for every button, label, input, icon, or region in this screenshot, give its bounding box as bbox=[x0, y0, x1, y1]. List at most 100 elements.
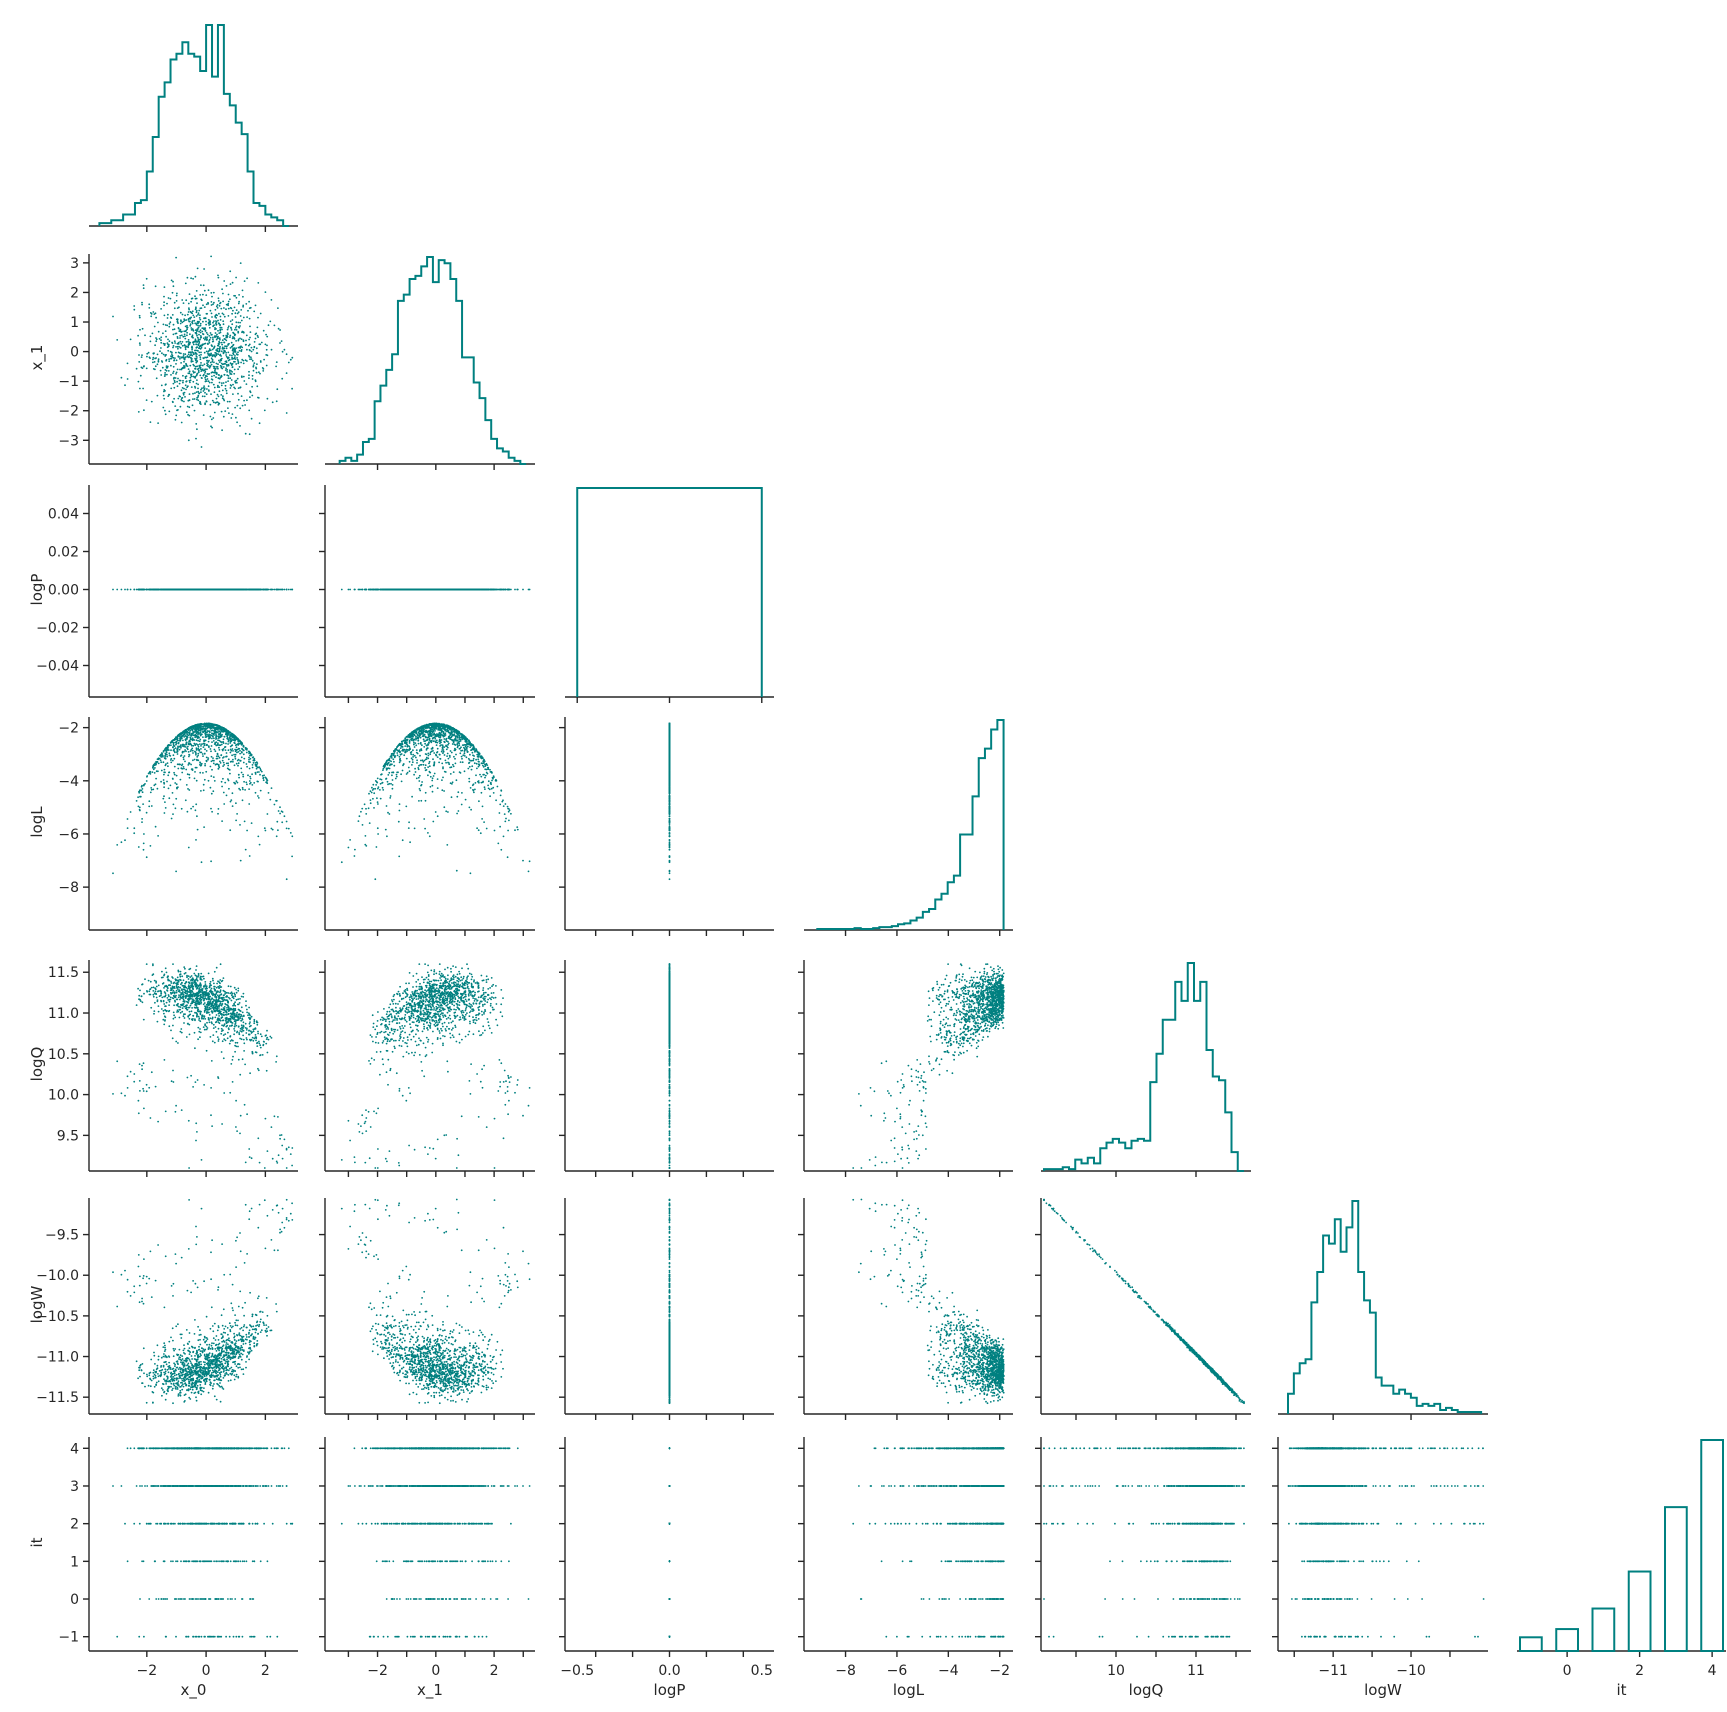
scatter-point bbox=[204, 402, 207, 405]
scatter-point bbox=[190, 346, 193, 349]
scatter-point bbox=[457, 588, 459, 591]
scatter-point bbox=[248, 588, 251, 591]
scatter-point bbox=[242, 375, 245, 378]
scatter-point bbox=[220, 780, 223, 783]
scatter-point bbox=[227, 351, 230, 354]
scatter-point bbox=[181, 344, 184, 347]
scatter-point bbox=[175, 359, 178, 362]
scatter-point bbox=[246, 360, 248, 362]
scatter-point bbox=[232, 309, 234, 312]
scatter-point bbox=[137, 588, 140, 591]
scatter-point bbox=[203, 328, 206, 330]
scatter-point bbox=[200, 284, 202, 286]
scatter-point bbox=[202, 293, 204, 296]
scatter-point bbox=[273, 588, 276, 591]
scatter-point bbox=[234, 380, 237, 383]
scatter-point bbox=[221, 389, 224, 392]
scatter-point bbox=[154, 285, 157, 288]
scatter-point bbox=[231, 413, 234, 415]
scatter-point bbox=[217, 367, 219, 370]
scatter-point bbox=[220, 394, 223, 396]
scatter-point bbox=[175, 414, 178, 417]
scatter-point bbox=[164, 355, 167, 357]
scatter-point bbox=[160, 308, 163, 310]
scatter-point bbox=[156, 363, 159, 366]
scatter-point bbox=[263, 409, 266, 412]
scatter-point bbox=[175, 300, 178, 302]
scatter-point bbox=[389, 588, 392, 591]
scatter-point bbox=[191, 334, 194, 337]
scatter-point bbox=[202, 789, 205, 792]
scatter-point bbox=[393, 588, 395, 591]
scatter-point bbox=[167, 349, 170, 352]
scatter-point bbox=[248, 374, 250, 377]
scatter-point bbox=[234, 387, 237, 390]
scatter-point bbox=[195, 306, 197, 309]
scatter-point bbox=[163, 314, 166, 317]
scatter-point bbox=[142, 284, 145, 286]
scatter-point bbox=[129, 338, 132, 341]
scatter-point bbox=[206, 368, 208, 371]
scatter-point bbox=[172, 285, 175, 288]
scatter-point bbox=[188, 399, 191, 402]
scatter-point bbox=[120, 376, 123, 379]
scatter-point bbox=[194, 329, 197, 331]
scatter-point bbox=[206, 356, 209, 359]
scatter-point bbox=[238, 294, 241, 296]
scatter-point bbox=[227, 364, 230, 367]
scatter-point bbox=[249, 757, 252, 760]
scatter-point bbox=[172, 746, 174, 748]
scatter-point bbox=[238, 349, 241, 352]
scatter-point bbox=[196, 356, 198, 358]
scatter-point bbox=[206, 362, 208, 365]
scatter-point bbox=[171, 351, 173, 354]
scatter-point bbox=[142, 588, 145, 591]
scatter-point bbox=[202, 755, 204, 757]
panel-x_1-vs-x_1 bbox=[325, 256, 535, 470]
scatter-point bbox=[382, 588, 385, 591]
scatter-point bbox=[249, 336, 251, 339]
scatter-point bbox=[145, 277, 148, 280]
scatter-point bbox=[166, 365, 169, 368]
scatter-point bbox=[156, 353, 159, 356]
scatter-point bbox=[148, 800, 151, 803]
scatter-point bbox=[185, 588, 188, 591]
scatter-point bbox=[237, 751, 240, 753]
scatter-point bbox=[217, 300, 220, 302]
scatter-point bbox=[227, 407, 229, 409]
scatter-point bbox=[236, 813, 239, 815]
scatter-point bbox=[218, 350, 221, 353]
scatter-point bbox=[163, 795, 165, 798]
scatter-point bbox=[212, 757, 214, 759]
scatter-point bbox=[236, 421, 239, 424]
scatter-point bbox=[182, 392, 185, 395]
scatter-point bbox=[200, 346, 203, 349]
scatter-point bbox=[187, 368, 190, 370]
scatter-point bbox=[177, 322, 179, 324]
scatter-point bbox=[199, 329, 202, 332]
scatter-point bbox=[195, 309, 198, 312]
scatter-point bbox=[215, 313, 218, 316]
scatter-point bbox=[126, 362, 129, 365]
scatter-point bbox=[150, 313, 153, 315]
y-tick-label: −8 bbox=[58, 880, 79, 896]
scatter-point bbox=[145, 399, 148, 401]
scatter-point bbox=[184, 353, 187, 356]
scatter-point bbox=[194, 365, 197, 368]
scatter-point bbox=[209, 309, 212, 312]
scatter-point bbox=[198, 740, 201, 743]
scatter-point bbox=[211, 295, 213, 298]
histogram-step-line bbox=[98, 24, 290, 227]
scatter-point bbox=[170, 749, 172, 752]
scatter-point bbox=[261, 367, 264, 369]
scatter-point bbox=[218, 341, 221, 344]
scatter-point bbox=[179, 405, 182, 408]
scatter-point bbox=[191, 404, 194, 407]
scatter-point bbox=[230, 379, 233, 381]
scatter-point bbox=[197, 390, 200, 393]
scatter-point bbox=[204, 378, 207, 381]
scatter-point bbox=[217, 363, 219, 366]
scatter-point bbox=[210, 363, 213, 366]
y-tick-label: 0.02 bbox=[48, 545, 79, 561]
scatter-point bbox=[184, 282, 187, 285]
